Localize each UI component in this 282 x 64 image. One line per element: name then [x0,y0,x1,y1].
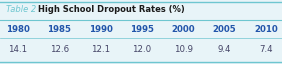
Text: 12.1: 12.1 [91,44,110,54]
Text: 2005: 2005 [213,25,237,33]
Text: 1990: 1990 [89,25,113,33]
Text: 12.6: 12.6 [50,44,69,54]
Text: 14.1: 14.1 [8,44,28,54]
Text: 2010: 2010 [254,25,278,33]
Text: 7.4: 7.4 [259,44,273,54]
Text: 1995: 1995 [130,25,154,33]
Text: 1985: 1985 [47,25,71,33]
Text: High School Dropout Rates (%): High School Dropout Rates (%) [38,6,185,15]
Text: Table 2: Table 2 [6,6,36,15]
Text: 1980: 1980 [6,25,30,33]
Text: 9.4: 9.4 [218,44,232,54]
Text: 10.9: 10.9 [174,44,193,54]
Text: 2000: 2000 [171,25,195,33]
Text: 12.0: 12.0 [133,44,151,54]
